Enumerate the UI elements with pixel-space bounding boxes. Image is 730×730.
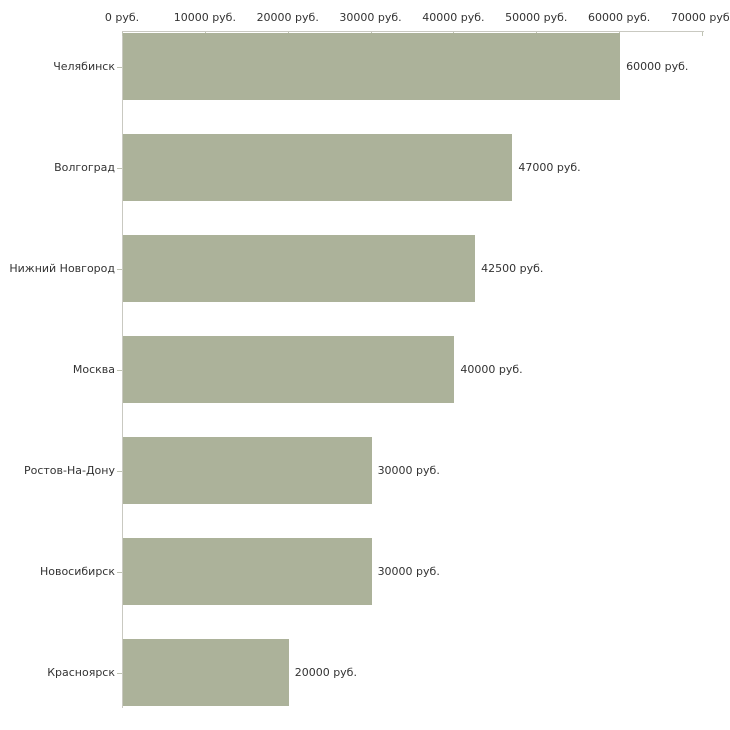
category-tick-mark <box>117 370 122 371</box>
x-tick-label: 70000 руб. <box>670 11 730 24</box>
category-label: Волгоград <box>54 161 115 174</box>
x-tick-label: 60000 руб. <box>588 11 651 24</box>
x-tick-label: 0 руб. <box>104 11 140 24</box>
x-axis-line <box>122 31 704 32</box>
bar-value-label: 60000 руб. <box>626 60 689 73</box>
x-tick-label: 30000 руб. <box>339 11 402 24</box>
x-tick-label: 40000 руб. <box>422 11 485 24</box>
bar <box>123 437 372 504</box>
category-label: Новосибирск <box>39 565 115 578</box>
category-label: Красноярск <box>47 666 115 679</box>
category-tick-mark <box>117 67 122 68</box>
x-tick-label: 20000 руб. <box>256 11 319 24</box>
category-label: Ростов-На-Дону <box>23 464 115 477</box>
x-tick-mark <box>702 32 703 36</box>
bar <box>123 538 372 605</box>
category-label: Москва <box>72 363 115 376</box>
bar-value-label: 20000 руб. <box>294 666 357 679</box>
category-label: Нижний Новгород <box>9 262 115 275</box>
y-axis-line <box>122 31 123 708</box>
category-tick-mark <box>117 572 122 573</box>
bar <box>123 33 621 100</box>
bar-value-label: 30000 руб. <box>377 565 440 578</box>
bar <box>123 639 289 706</box>
category-label: Челябинск <box>53 60 115 73</box>
category-tick-mark <box>117 269 122 270</box>
bar-value-label: 47000 руб. <box>518 161 581 174</box>
bar-value-label: 30000 руб. <box>377 464 440 477</box>
x-tick-label: 50000 руб. <box>505 11 568 24</box>
bar-value-label: 40000 руб. <box>460 363 523 376</box>
bar-value-label: 42500 руб. <box>481 262 544 275</box>
category-tick-mark <box>117 673 122 674</box>
bar <box>123 235 476 302</box>
x-tick-label: 10000 руб. <box>173 11 236 24</box>
bar <box>123 336 455 403</box>
category-tick-mark <box>117 471 122 472</box>
category-tick-mark <box>117 168 122 169</box>
x-tick-mark <box>122 32 123 36</box>
bar <box>123 134 513 201</box>
